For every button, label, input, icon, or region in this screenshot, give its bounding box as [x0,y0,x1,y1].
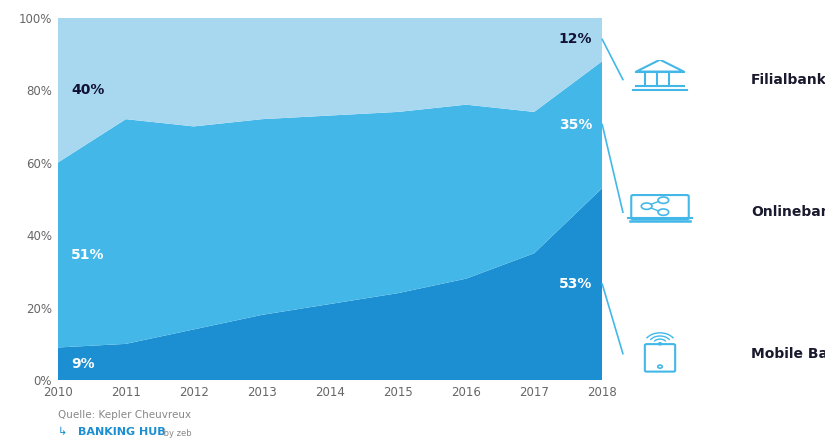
Text: BANKING HUB: BANKING HUB [78,427,166,438]
Text: Onlinebanking: Onlinebanking [751,205,825,219]
Text: Mobile Banking: Mobile Banking [751,347,825,361]
Circle shape [658,343,662,345]
Text: 40%: 40% [72,83,105,97]
Text: 53%: 53% [559,277,592,291]
Text: Filialbanking: Filialbanking [751,72,825,87]
Text: 51%: 51% [72,248,105,262]
Text: by zeb: by zeb [161,429,191,438]
Text: 35%: 35% [559,118,592,132]
Text: ↳: ↳ [58,427,71,438]
Text: 12%: 12% [559,32,592,46]
Text: Quelle: Kepler Cheuvreux: Quelle: Kepler Cheuvreux [58,410,191,420]
Text: 9%: 9% [72,357,95,371]
